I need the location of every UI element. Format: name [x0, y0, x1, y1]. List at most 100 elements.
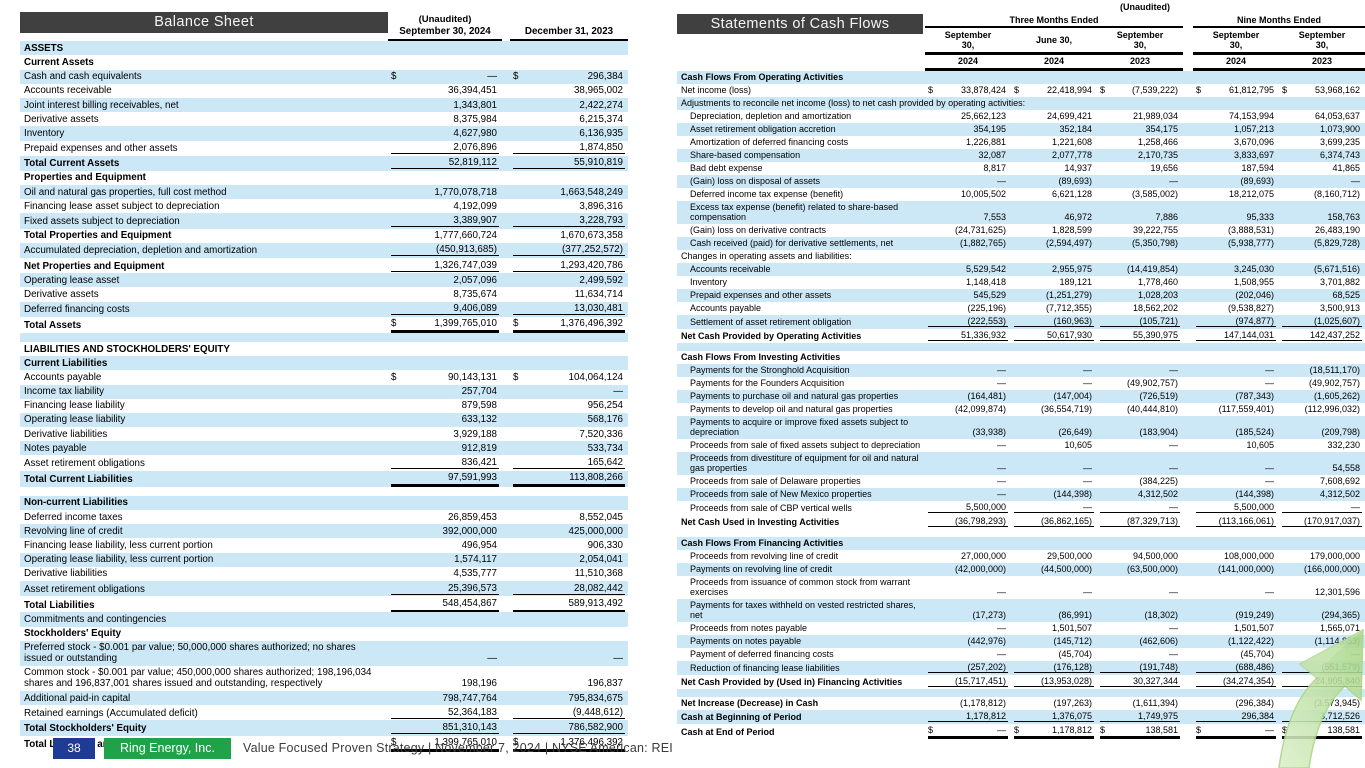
- table-row: Reduction of financing lease liabilities…: [677, 660, 1365, 675]
- currency-symbol: $: [1100, 725, 1106, 735]
- table-row: Accounts payable (225,196) (7,712,355) 18,5…: [677, 302, 1365, 315]
- row-value: 189,121: [1059, 277, 1092, 287]
- row-value: 1,258,466: [1137, 137, 1178, 147]
- row-value: 1,293,420,786: [510, 258, 628, 273]
- row-value: (185,524): [1235, 427, 1274, 437]
- row-value: 1,670,673,358: [560, 230, 623, 242]
- table-row: Cash Flows From Investing Activities: [677, 351, 1365, 364]
- row-label: Amortization of deferred financing costs: [690, 137, 849, 147]
- row-value: (42,099,874): [954, 404, 1006, 414]
- row-value: (24,731,625): [954, 225, 1006, 235]
- row-value: 9,406,089: [388, 302, 502, 317]
- row-value: —: [1097, 501, 1183, 515]
- balance-sheet-title: Balance Sheet: [20, 12, 388, 33]
- row-label: Total Current Liabilities: [24, 474, 133, 486]
- table-row: Operating lease asset 2,057,096 2,499,592: [20, 273, 628, 288]
- row-value: 956,254: [587, 400, 623, 412]
- row-label: Accounts payable: [690, 303, 762, 313]
- column-header-dec-2023: December 31, 2023: [510, 24, 628, 42]
- table-row: Bad debt expense 8,817 14,937 19,656 187,594…: [677, 162, 1365, 175]
- row-value: (44,500,000): [1040, 564, 1092, 574]
- row-label: Accumulated depreciation, depletion and …: [24, 245, 258, 257]
- table-row: Proceeds from sale of CBP vertical wells…: [677, 501, 1365, 515]
- col-date: September 30,: [1212, 29, 1260, 50]
- row-label: Common stock - $0.001 par value; 450,000…: [24, 667, 372, 690]
- row-value: 879,598: [461, 400, 497, 412]
- row-value: 496,954: [461, 539, 497, 551]
- row-value: 1,663,548,249: [560, 186, 623, 198]
- row-label: Prepaid expenses and other assets: [24, 143, 178, 155]
- row-label: Operating lease liability: [24, 414, 126, 426]
- row-label: Cash at Beginning of Period: [681, 712, 802, 722]
- table-row: Cash received (paid) for derivative sett…: [677, 236, 1365, 250]
- row-value: $1,376,496,392: [513, 318, 625, 332]
- row-value: (5,938,777): [1227, 238, 1274, 248]
- row-label: Preferred stock - $0.001 par value; 50,0…: [24, 642, 356, 665]
- spacer-row: [20, 487, 628, 496]
- row-value: 147,144,031: [1193, 329, 1279, 343]
- row-value: 7,520,336: [579, 428, 623, 440]
- row-value: 1,565,071: [1319, 623, 1361, 633]
- row-value: 97,591,993: [388, 471, 502, 487]
- row-value: 1,501,507: [1051, 623, 1092, 633]
- row-label: Total Current Assets: [24, 158, 120, 170]
- table-row: Notes payable 912,819 533,734: [20, 441, 628, 456]
- table-row: Cash and cash equivalents $ — $296,384: [20, 69, 628, 84]
- row-value: 46,972: [1064, 212, 1092, 222]
- row-value: —: [1169, 649, 1178, 659]
- row-label: Excess tax expense (benefit) related to …: [690, 202, 899, 222]
- row-value: 2,054,041: [579, 554, 623, 566]
- row-value: (170,917,037): [1279, 515, 1365, 529]
- period-group-headers: Three Months Ended Nine Months Ended: [677, 13, 1365, 28]
- row-value: 94,500,000: [1132, 551, 1178, 561]
- row-value: (1,251,279): [1045, 290, 1092, 300]
- row-label: Cash received (paid) for derivative sett…: [690, 238, 894, 248]
- row-value: (225,196): [967, 303, 1006, 313]
- row-value: 3,670,096: [1233, 137, 1274, 147]
- row-value: 6,621,128: [1051, 189, 1092, 199]
- col-date: September 30,: [1116, 29, 1164, 50]
- currency-symbol: $: [1196, 85, 1202, 95]
- row-value: 27,000,000: [960, 551, 1006, 561]
- row-value: $ —: [928, 725, 1008, 737]
- row-value: (17,273): [972, 610, 1006, 620]
- row-value: 41,865: [1332, 163, 1361, 173]
- row-label: Properties and Equipment: [24, 172, 146, 184]
- row-value: $ —: [391, 71, 497, 83]
- row-value: 332,230: [1327, 440, 1361, 450]
- footer-tagline: Value Focused Proven Strategy | November…: [242, 741, 673, 755]
- row-value: 36,394,451: [447, 85, 497, 97]
- table-row: Amortization of deferred financing costs…: [677, 136, 1365, 149]
- table-row: Financing lease liability 879,598 956,254: [20, 399, 628, 413]
- balance-sheet-header-row: Balance Sheet (Unaudited): [20, 12, 628, 33]
- row-label: Cash at End of Period: [681, 727, 775, 737]
- row-value: (33,938): [972, 427, 1006, 437]
- row-value: —: [1083, 476, 1092, 486]
- row-value: 28,082,442: [510, 581, 628, 596]
- row-value: 18,212,075: [1228, 189, 1274, 199]
- unaudited-label: (Unaudited): [1120, 2, 1171, 12]
- row-value: (9,448,612): [510, 705, 628, 720]
- table-row: Derivative liabilities 4,535,777 11,510,36…: [20, 567, 628, 581]
- currency-symbol: $: [513, 71, 519, 83]
- row-value: 55,390,975: [1097, 329, 1183, 343]
- row-label: Net Cash Provided by (Used in) Financing…: [681, 677, 903, 687]
- row-value: (1,122,422): [1227, 636, 1274, 646]
- row-value: 142,437,252: [1279, 329, 1365, 343]
- row-label: Derivative assets: [24, 288, 99, 300]
- row-label: Depreciation, depletion and amortization: [690, 111, 852, 121]
- row-value: —: [1169, 587, 1178, 597]
- row-value: —: [1265, 587, 1274, 597]
- row-label: Retained earnings (Accumulated deficit): [24, 707, 198, 719]
- row-value: (40,444,810): [1126, 404, 1178, 414]
- table-row: Payments to develop oil and natural gas …: [677, 403, 1365, 416]
- row-value: 257,704: [461, 386, 497, 398]
- row-label: Cash Flows From Financing Activities: [681, 538, 844, 548]
- row-label: Payments to acquire or improve fixed ass…: [690, 417, 909, 437]
- table-row: Share-based compensation 32,087 2,077,778 2…: [677, 148, 1365, 162]
- row-value: (112,996,032): [1304, 404, 1361, 414]
- row-value: (117,559,401): [1218, 404, 1274, 414]
- row-value: 38,965,002: [573, 85, 623, 97]
- table-row: ASSETS: [20, 40, 628, 56]
